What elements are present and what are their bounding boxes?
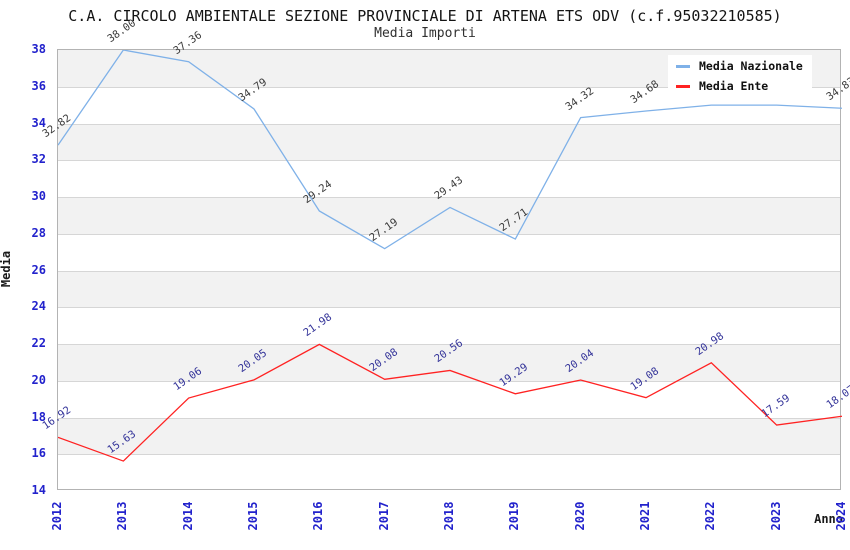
y-tick-label: 32 bbox=[31, 152, 46, 167]
x-tick-label: 2016 bbox=[311, 501, 326, 531]
legend: Media Nazionale Media Ente bbox=[668, 55, 812, 97]
plot-band bbox=[58, 197, 840, 234]
x-tick-label: 2019 bbox=[507, 501, 522, 531]
y-tick-label: 38 bbox=[31, 42, 46, 56]
plot-band bbox=[58, 270, 840, 308]
x-tick-label: 2013 bbox=[115, 501, 130, 531]
x-tick-label: 2020 bbox=[572, 501, 587, 531]
y-tick-label: 30 bbox=[31, 189, 46, 203]
y-tick-label: 14 bbox=[31, 483, 46, 497]
y-tick-label: 28 bbox=[31, 225, 46, 240]
plot-band bbox=[58, 123, 840, 161]
chart-subtitle: Media Importi bbox=[374, 26, 476, 41]
x-tick-label: 2012 bbox=[50, 501, 64, 531]
x-tick-label: 2014 bbox=[180, 501, 195, 531]
gridline bbox=[58, 197, 840, 198]
x-tick-label: 2018 bbox=[442, 501, 456, 531]
x-tick-label: 2022 bbox=[703, 501, 718, 531]
legend-item-media-nazionale: Media Nazionale bbox=[676, 58, 812, 74]
y-tick-label: 36 bbox=[31, 78, 46, 93]
gridline bbox=[58, 123, 840, 125]
x-tick-label: 2015 bbox=[246, 501, 260, 531]
y-tick-label: 34 bbox=[31, 115, 46, 130]
legend-label: Media Ente bbox=[699, 79, 769, 93]
plot-area bbox=[57, 49, 842, 490]
chart-title: C.A. CIRCOLO AMBIENTALE SEZIONE PROVINCI… bbox=[68, 7, 782, 25]
gridline bbox=[58, 417, 840, 419]
legend-item-media-ente: Media Ente bbox=[676, 78, 812, 94]
gridline bbox=[58, 454, 840, 456]
y-tick-label: 24 bbox=[31, 299, 46, 314]
media-nazionale-line-swatch-icon bbox=[676, 64, 690, 68]
x-axis-title: Anno bbox=[814, 512, 843, 526]
media-ente-line-swatch-icon bbox=[676, 84, 690, 88]
y-tick-label: 18 bbox=[31, 409, 46, 424]
gridline bbox=[58, 233, 840, 235]
x-tick-label: 2017 bbox=[376, 501, 391, 531]
y-tick-label: 20 bbox=[31, 372, 46, 387]
x-tick-label: 2023 bbox=[768, 501, 783, 531]
plot-band bbox=[58, 417, 840, 455]
y-tick-label: 22 bbox=[31, 336, 46, 350]
gridline bbox=[58, 270, 840, 272]
x-tick-label: 2021 bbox=[638, 501, 652, 531]
x-tick-label: 2024 bbox=[834, 501, 848, 531]
y-tick-label: 16 bbox=[31, 446, 46, 461]
gridline bbox=[58, 160, 840, 162]
y-tick-label: 26 bbox=[31, 262, 46, 277]
legend-label: Media Nazionale bbox=[699, 59, 803, 73]
gridline bbox=[58, 307, 840, 309]
